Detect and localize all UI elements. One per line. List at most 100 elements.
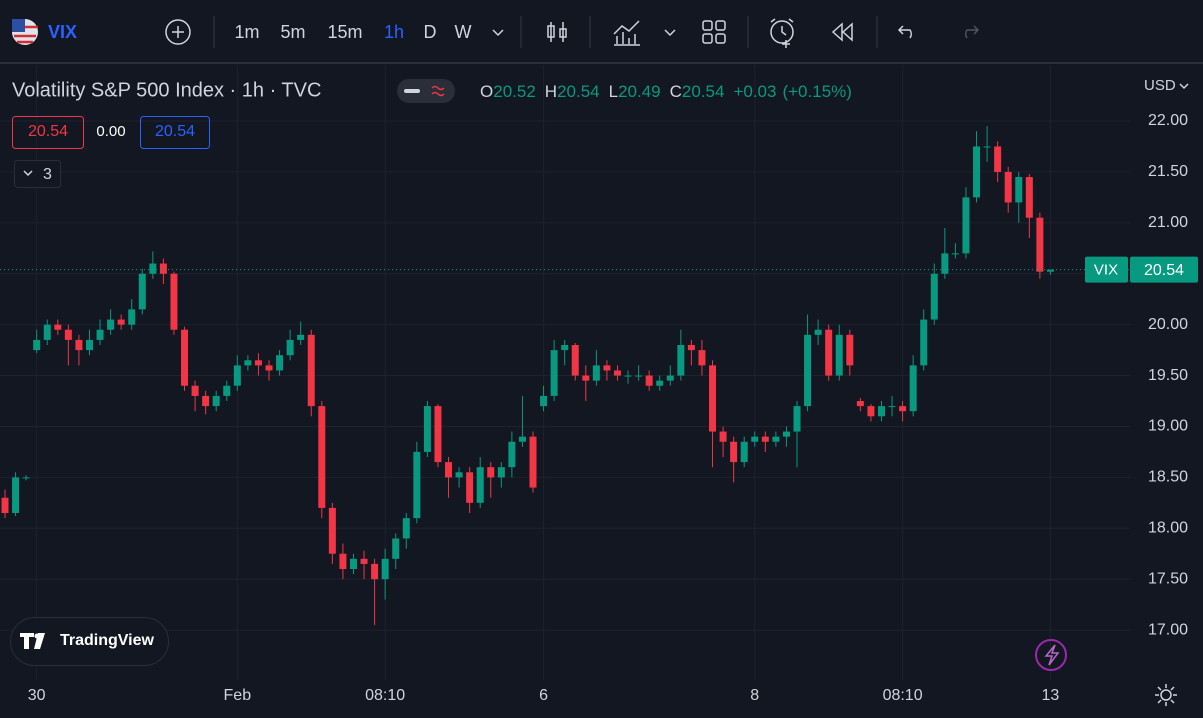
candle-body xyxy=(117,319,125,325)
candle-body xyxy=(909,365,917,412)
x-tick-label: 08:10 xyxy=(365,687,405,704)
chart-type-button[interactable] xyxy=(547,22,567,42)
indicators-collapse[interactable] xyxy=(14,160,61,188)
replay-button[interactable] xyxy=(831,22,853,42)
candle-body xyxy=(265,365,273,371)
interval-dropdown[interactable] xyxy=(492,29,504,37)
candle-body xyxy=(804,334,812,407)
redo-button[interactable] xyxy=(965,25,980,39)
intervals: 1m 5m 15m 1h D W xyxy=(234,22,471,42)
candle-body xyxy=(624,375,632,377)
y-tick-label: 22.00 xyxy=(1148,112,1188,129)
candle-body xyxy=(994,146,1002,172)
candle-body xyxy=(1036,217,1044,272)
flag-canton xyxy=(12,19,25,32)
indicators-dropdown[interactable] xyxy=(664,29,676,37)
layout-icon xyxy=(702,20,713,31)
plus-circle xyxy=(165,19,191,45)
candle-body xyxy=(297,334,305,340)
interval[interactable]: 1h xyxy=(384,22,404,42)
candle-body xyxy=(877,406,885,417)
ask: 20.54 xyxy=(155,123,195,140)
candle-body xyxy=(392,538,400,559)
x-tick-label: 8 xyxy=(750,687,759,704)
candle-body xyxy=(223,385,231,396)
candle-body xyxy=(899,406,907,412)
candle-body xyxy=(307,334,315,407)
ask-box[interactable] xyxy=(140,116,210,149)
currency[interactable]: USD xyxy=(1144,77,1176,94)
bid-box[interactable] xyxy=(12,116,84,149)
candle-body xyxy=(930,273,938,320)
candle-body xyxy=(12,477,20,514)
candle-body xyxy=(645,375,653,386)
alert-button[interactable] xyxy=(770,18,794,48)
candle-body xyxy=(772,436,780,442)
change: +0.03 xyxy=(733,82,776,101)
candle-body xyxy=(951,253,959,255)
interval[interactable]: 5m xyxy=(280,22,305,42)
undo-button[interactable] xyxy=(897,25,912,39)
candle-body xyxy=(149,263,157,274)
candle-body xyxy=(973,146,981,198)
interval[interactable]: 1m xyxy=(234,22,259,42)
candle-body xyxy=(339,553,347,570)
candle-body xyxy=(751,436,759,442)
interval[interactable]: 15m xyxy=(327,22,362,42)
brand-badge[interactable]: TradingView xyxy=(10,617,169,666)
add-symbol[interactable] xyxy=(165,19,191,45)
candle-body xyxy=(381,558,389,580)
candle-body xyxy=(571,345,579,376)
quick-action[interactable] xyxy=(1035,639,1067,671)
ohlc-label: H xyxy=(545,82,557,101)
candle-body xyxy=(529,436,537,488)
y-tick-label: 19.50 xyxy=(1148,367,1188,384)
y-tick-label: 18.00 xyxy=(1148,520,1188,537)
indicators-button[interactable] xyxy=(613,20,640,46)
candle-body xyxy=(276,355,284,371)
toggle-icon xyxy=(404,89,420,93)
candle-body xyxy=(360,558,368,564)
candle-body xyxy=(181,329,189,386)
candle-body xyxy=(592,365,600,381)
candle-body xyxy=(233,365,241,386)
candle-body xyxy=(413,451,421,519)
brand-logo-dot xyxy=(34,633,40,639)
candle-body xyxy=(43,324,51,340)
layout-icon xyxy=(702,33,713,44)
ohlc-label: C xyxy=(670,82,682,101)
legend-toggle[interactable] xyxy=(397,79,455,103)
candle-body xyxy=(64,329,72,340)
candle-body xyxy=(793,406,801,432)
settings-button[interactable] xyxy=(1155,684,1177,706)
plot-area xyxy=(0,65,1130,680)
layout-button[interactable] xyxy=(702,20,726,44)
y-tick-label: 21.50 xyxy=(1148,163,1188,180)
bid: 20.54 xyxy=(28,123,68,140)
candle-body xyxy=(476,467,484,503)
interval[interactable]: W xyxy=(455,22,472,42)
alarm-hands xyxy=(770,18,794,48)
ohlc-value: 20.54 xyxy=(557,82,600,101)
candle-body xyxy=(455,472,463,478)
candle-body xyxy=(54,324,62,330)
candle-body xyxy=(423,406,431,452)
candle-body xyxy=(487,467,495,478)
x-tick-label: 6 xyxy=(539,687,548,704)
legend-title: Volatility S&P 500 Index · 1h · TVC xyxy=(12,79,321,101)
candle-body xyxy=(613,370,621,376)
candle-body xyxy=(888,406,896,408)
indicators-icon xyxy=(613,20,640,46)
candle-body xyxy=(85,339,93,351)
layout-icon xyxy=(715,33,726,44)
interval[interactable]: D xyxy=(424,22,437,42)
candle-body xyxy=(212,395,220,407)
symbol-button[interactable]: VIX xyxy=(12,19,77,45)
currency-dropdown[interactable] xyxy=(1179,83,1189,90)
ohlc-value: 20.54 xyxy=(682,82,725,101)
alarm-icon xyxy=(770,20,794,44)
candle-body xyxy=(318,406,326,508)
candle-body xyxy=(1025,177,1033,218)
